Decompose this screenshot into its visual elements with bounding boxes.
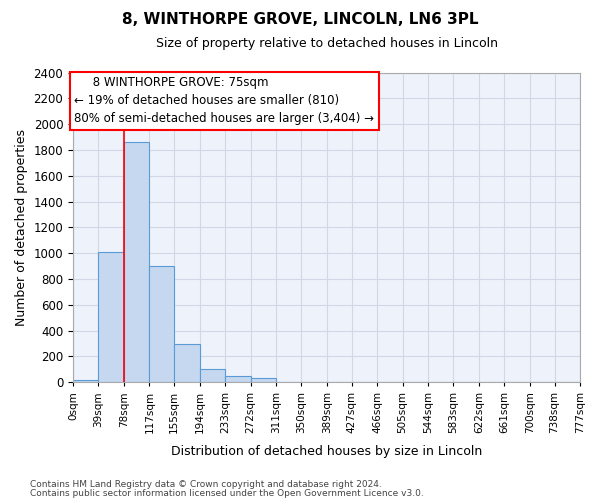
- Bar: [98, 252, 124, 382]
- Bar: [225, 376, 251, 382]
- Text: Contains HM Land Registry data © Crown copyright and database right 2024.: Contains HM Land Registry data © Crown c…: [30, 480, 382, 489]
- Y-axis label: Number of detached properties: Number of detached properties: [15, 129, 28, 326]
- Bar: [251, 378, 276, 382]
- X-axis label: Distribution of detached houses by size in Lincoln: Distribution of detached houses by size …: [171, 444, 482, 458]
- Bar: [200, 370, 225, 382]
- Text: Contains public sector information licensed under the Open Government Licence v3: Contains public sector information licen…: [30, 488, 424, 498]
- Bar: [174, 344, 200, 382]
- Title: Size of property relative to detached houses in Lincoln: Size of property relative to detached ho…: [155, 38, 497, 51]
- Text: 8, WINTHORPE GROVE, LINCOLN, LN6 3PL: 8, WINTHORPE GROVE, LINCOLN, LN6 3PL: [122, 12, 478, 28]
- Bar: [73, 380, 98, 382]
- Bar: [149, 266, 174, 382]
- Bar: [124, 142, 149, 382]
- Text: 8 WINTHORPE GROVE: 75sqm
← 19% of detached houses are smaller (810)
80% of semi-: 8 WINTHORPE GROVE: 75sqm ← 19% of detach…: [74, 76, 374, 126]
